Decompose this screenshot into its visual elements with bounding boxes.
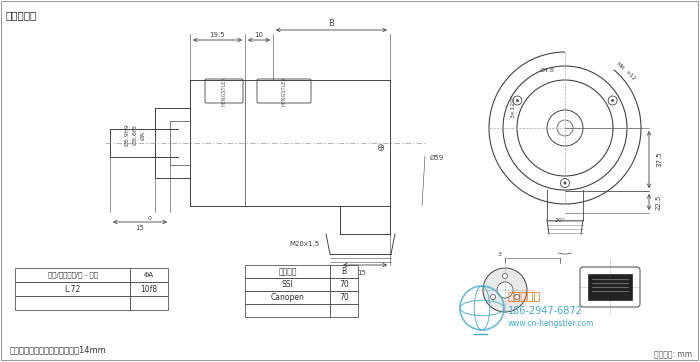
Text: 3×120°: 3×120° — [510, 94, 515, 118]
Text: 70: 70 — [339, 280, 349, 289]
Bar — [15, 268, 168, 282]
Text: B: B — [328, 20, 335, 29]
Text: 西安德伍拓: 西安德伍拓 — [508, 292, 541, 302]
Text: Ø4.8: Ø4.8 — [540, 67, 554, 72]
Circle shape — [503, 274, 507, 278]
Circle shape — [483, 268, 527, 312]
Text: ØA: ØA — [141, 130, 146, 140]
Text: M20x1.5: M20x1.5 — [290, 241, 320, 247]
Text: 19.5: 19.5 — [210, 32, 225, 38]
Text: 15: 15 — [358, 270, 366, 276]
Text: 10f8: 10f8 — [141, 285, 158, 294]
Text: 20°: 20° — [554, 218, 566, 223]
Bar — [245, 291, 358, 304]
Circle shape — [514, 295, 519, 299]
Text: 22.5: 22.5 — [656, 194, 662, 210]
Text: Canopen: Canopen — [271, 293, 304, 302]
Circle shape — [608, 96, 617, 105]
Text: ×12: ×12 — [624, 70, 636, 83]
Text: 70: 70 — [339, 293, 349, 302]
Text: B: B — [342, 267, 346, 276]
Bar — [245, 304, 358, 317]
Text: Ø59: Ø59 — [430, 155, 444, 161]
Text: 安装/防护等级/轴 - 代码: 安装/防护等级/轴 - 代码 — [48, 272, 97, 278]
Text: ΦA: ΦA — [144, 272, 154, 278]
Circle shape — [497, 282, 513, 298]
Text: M4: M4 — [615, 61, 625, 71]
Bar — [15, 282, 168, 296]
Text: L.72: L.72 — [64, 285, 81, 294]
Circle shape — [491, 295, 496, 299]
Text: 连接：径向: 连接：径向 — [5, 10, 36, 20]
Text: 电气接口: 电气接口 — [279, 267, 297, 276]
Circle shape — [611, 99, 614, 102]
Text: 186-2947-6872: 186-2947-6872 — [508, 306, 583, 316]
Text: ⊕: ⊕ — [376, 143, 384, 153]
Circle shape — [516, 99, 519, 102]
Circle shape — [513, 96, 522, 105]
Text: Ø5.9h9: Ø5.9h9 — [125, 123, 130, 147]
Bar — [245, 265, 358, 278]
Text: 15: 15 — [136, 225, 144, 231]
Text: 37.5: 37.5 — [656, 151, 662, 167]
Text: HENGSTLER: HENGSTLER — [221, 76, 227, 106]
Text: 推荐的电缆密封管的螺纹长度：14mm: 推荐的电缆密封管的螺纹长度：14mm — [10, 345, 106, 354]
Circle shape — [561, 178, 570, 188]
Bar — [588, 274, 632, 300]
Bar — [245, 278, 358, 291]
Circle shape — [564, 182, 566, 184]
Text: SSI: SSI — [281, 280, 293, 289]
Text: 0: 0 — [148, 216, 152, 222]
Text: Ø3.6f8: Ø3.6f8 — [132, 125, 137, 146]
Text: 10: 10 — [255, 32, 263, 38]
Bar — [15, 296, 168, 310]
Text: HENGSTLER: HENGSTLER — [281, 76, 286, 106]
Text: 3: 3 — [498, 252, 502, 257]
Text: www.cn-hengstler.com: www.cn-hengstler.com — [508, 320, 594, 328]
Text: 单位尺寸: mm: 单位尺寸: mm — [654, 350, 692, 359]
